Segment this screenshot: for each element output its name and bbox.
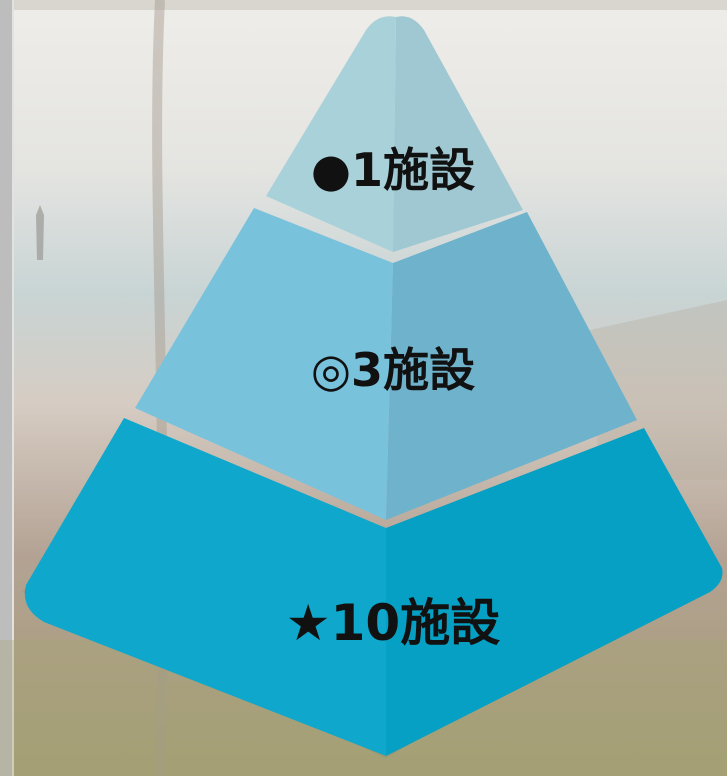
tier-1-left-face <box>266 16 396 252</box>
tier-3-left-face <box>24 418 387 756</box>
pyramid-tier-1: ●1施設 <box>266 16 523 252</box>
tier-2-right-face <box>386 212 637 520</box>
tier-3-right-face <box>386 428 723 756</box>
left-strip <box>0 0 12 776</box>
tier-1-label: ●1施設 <box>311 143 475 197</box>
distant-structure <box>590 300 727 480</box>
person-silhouette <box>36 205 44 260</box>
pyramid-tier-3: ★10施設 <box>24 418 723 756</box>
pier-silhouette <box>0 0 727 10</box>
tier-1-right-face <box>393 16 523 252</box>
tier-2-label: ◎3施設 <box>311 343 475 397</box>
pyramid-tier-2: ◎3施設 <box>135 208 637 520</box>
tier-2-left-face <box>135 208 393 520</box>
tier-3-label: ★10施設 <box>286 594 500 652</box>
left-strip-edge <box>12 0 14 776</box>
